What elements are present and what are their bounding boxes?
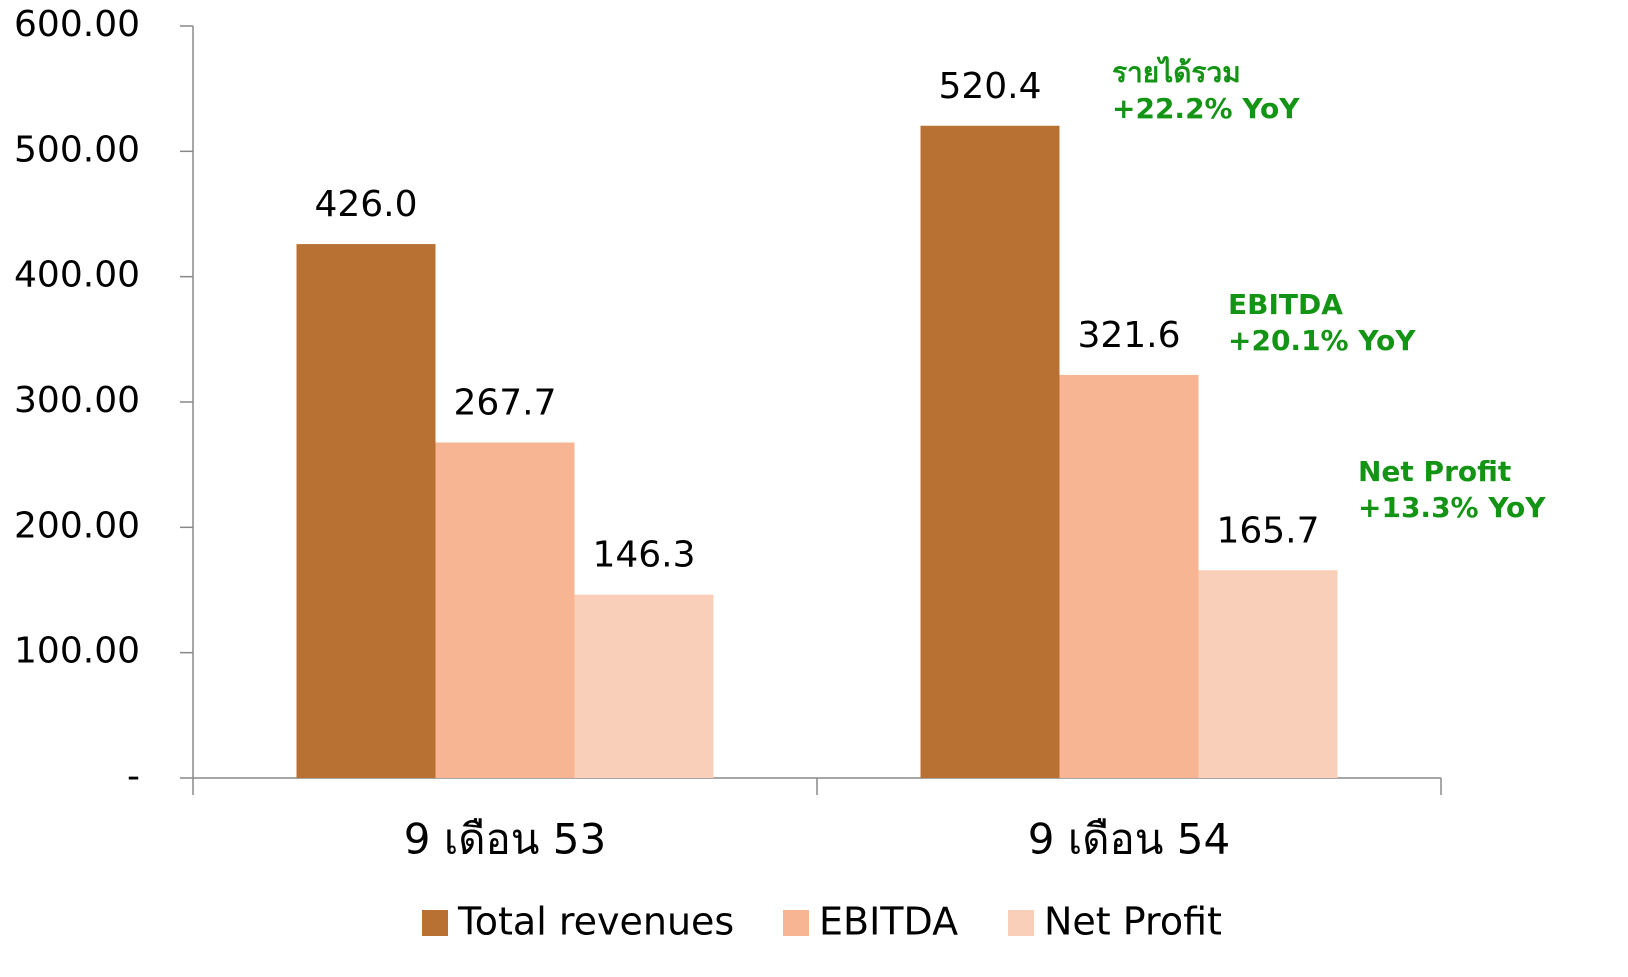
value-label: 267.7	[453, 382, 556, 423]
y-tick-label: 100.00	[14, 631, 140, 672]
value-label: 520.4	[938, 66, 1041, 107]
value-label: 321.6	[1077, 315, 1180, 356]
y-tick-label: 200.00	[14, 505, 140, 546]
bar	[1198, 570, 1338, 778]
legend-swatch	[1008, 910, 1034, 936]
legend-swatch	[422, 910, 448, 936]
y-tick-label: 500.00	[14, 129, 140, 170]
annotation: +13.3% YoY	[1358, 491, 1546, 524]
annotation: Net Profit	[1358, 455, 1511, 488]
annotation: +20.1% YoY	[1228, 324, 1416, 357]
annotation: +22.2% YoY	[1112, 92, 1300, 125]
annotation: รายได้รวม	[1112, 56, 1241, 89]
x-tick-label: 9 เดือน 54	[1028, 815, 1230, 864]
annotation: EBITDA	[1228, 288, 1343, 321]
bar	[296, 244, 436, 778]
bar	[1059, 374, 1199, 778]
x-tick-label: 9 เดือน 53	[404, 815, 606, 864]
legend-swatch	[783, 910, 809, 936]
bar	[920, 125, 1060, 779]
y-tick-label: 400.00	[14, 255, 140, 296]
value-label: 426.0	[314, 184, 417, 225]
value-label: 165.7	[1216, 510, 1319, 551]
bar	[435, 442, 575, 778]
y-tick-label: 600.00	[14, 4, 140, 45]
legend-label: EBITDA	[819, 900, 958, 944]
legend-label: Total revenues	[457, 900, 734, 944]
y-tick-label: 300.00	[14, 380, 140, 421]
legend-label: Net Profit	[1044, 900, 1222, 944]
value-label: 146.3	[592, 535, 695, 576]
y-tick-label: -	[127, 756, 140, 797]
bar	[574, 594, 714, 778]
